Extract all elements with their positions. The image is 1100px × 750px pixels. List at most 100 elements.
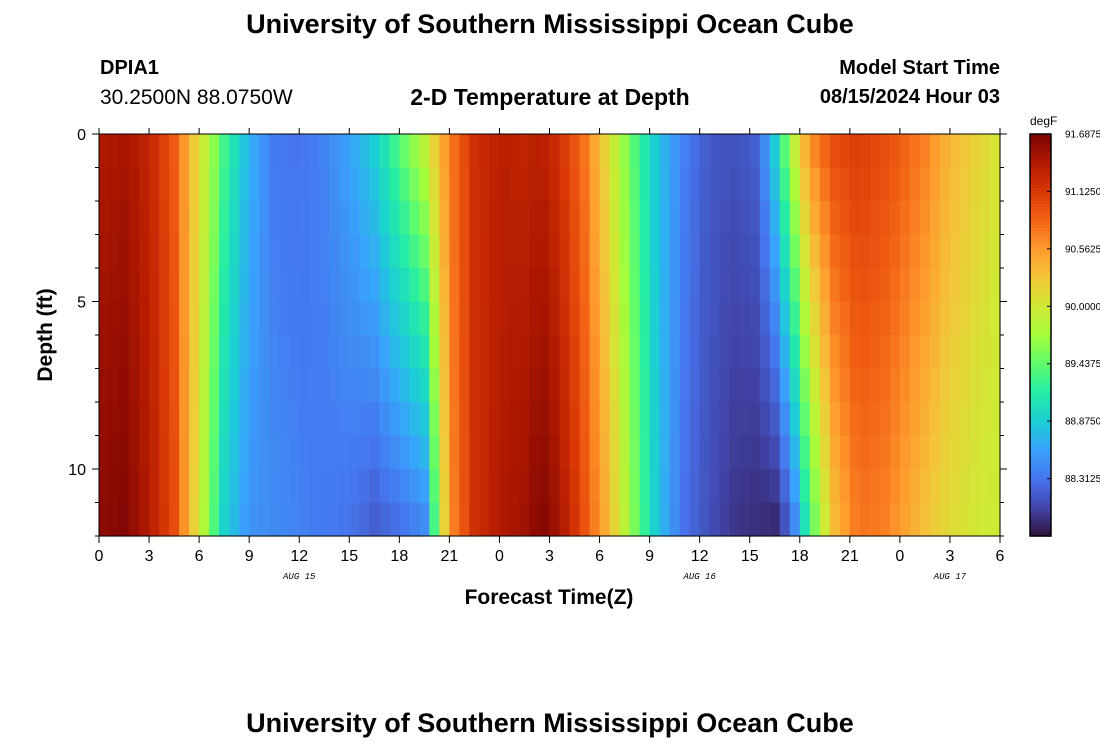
heatmap-cell xyxy=(239,335,250,370)
heatmap-cell xyxy=(789,335,801,370)
colorbar-segment xyxy=(1030,489,1051,494)
heatmap-cell xyxy=(919,402,931,437)
heatmap-cell xyxy=(749,435,761,470)
heatmap-cell xyxy=(539,201,551,236)
colorbar-segment xyxy=(1030,509,1051,514)
colorbar-segment xyxy=(1030,328,1051,333)
heatmap-cell xyxy=(939,402,951,437)
heatmap-cell xyxy=(759,435,771,470)
heatmap-cell xyxy=(519,402,531,437)
heatmap-cell xyxy=(939,469,951,504)
heatmap-cell xyxy=(479,201,491,236)
heatmap-cell xyxy=(959,368,971,403)
heatmap-cell xyxy=(259,335,270,370)
heatmap-cell xyxy=(969,201,981,236)
heatmap-cell xyxy=(639,368,651,403)
colorbar-segment xyxy=(1030,502,1051,507)
heatmap-cell xyxy=(349,368,360,403)
colorbar-segment xyxy=(1030,368,1051,373)
heatmap-cell xyxy=(809,368,821,403)
heatmap-cell xyxy=(409,201,420,236)
heatmap-cell xyxy=(909,201,921,236)
heatmap-cell xyxy=(129,402,140,437)
heatmap-cell xyxy=(839,134,851,169)
heatmap-cell xyxy=(649,368,661,403)
heatmap-cell xyxy=(479,435,491,470)
heatmap-cell xyxy=(749,167,761,202)
heatmap-cell xyxy=(349,268,360,303)
heatmap-cell xyxy=(559,268,571,303)
colorbar-segment xyxy=(1030,455,1051,460)
heatmap-cell xyxy=(249,335,260,370)
heatmap-cell xyxy=(899,234,911,269)
heatmap-cell xyxy=(489,134,501,169)
heatmap-cell xyxy=(519,335,531,370)
heatmap-cell xyxy=(209,435,220,470)
heatmap-cell xyxy=(489,201,501,236)
heatmap-cell xyxy=(329,201,340,236)
heatmap-cell xyxy=(569,368,581,403)
heatmap-cell xyxy=(519,301,531,336)
y-axis-label: Depth (ft) xyxy=(34,288,57,381)
heatmap-cell xyxy=(489,167,501,202)
heatmap-cell xyxy=(839,335,851,370)
heatmap-cell xyxy=(279,502,290,537)
colorbar-segment xyxy=(1030,311,1051,316)
heatmap-cell xyxy=(809,502,821,537)
heatmap-cell xyxy=(309,234,320,269)
heatmap-cell xyxy=(869,469,881,504)
heatmap-cell xyxy=(659,502,671,537)
heatmap-cell xyxy=(129,368,140,403)
heatmap-cell xyxy=(449,268,460,303)
heatmap-cell xyxy=(659,402,671,437)
heatmap-cell xyxy=(139,167,150,202)
heatmap-cell xyxy=(899,502,911,537)
heatmap-cell xyxy=(829,167,841,202)
heatmap-cell xyxy=(189,234,200,269)
heatmap-cell xyxy=(689,435,701,470)
heatmap-cell xyxy=(539,435,551,470)
heatmap-cell xyxy=(679,234,691,269)
x-date-label: AUG 15 xyxy=(282,572,316,582)
heatmap-cell xyxy=(899,134,911,169)
heatmap-cell xyxy=(209,134,220,169)
heatmap-cell xyxy=(559,502,571,537)
heatmap-cell xyxy=(519,268,531,303)
heatmap-cell xyxy=(869,502,881,537)
heatmap-cell xyxy=(819,469,831,504)
heatmap-cell xyxy=(169,402,180,437)
x-tick-label: 18 xyxy=(390,548,408,565)
heatmap-cell xyxy=(869,268,881,303)
heatmap-cell xyxy=(229,435,240,470)
heatmap-cell xyxy=(489,268,501,303)
heatmap-cell xyxy=(989,201,1001,236)
heatmap-cell xyxy=(869,167,881,202)
heatmap-cell xyxy=(719,402,731,437)
heatmap-cell xyxy=(559,402,571,437)
heatmap-cell xyxy=(949,268,961,303)
heatmap-cell xyxy=(459,134,471,169)
heatmap-cell xyxy=(699,301,711,336)
heatmap-cell xyxy=(219,167,230,202)
heatmap-cell xyxy=(989,268,1001,303)
colorbar-segment xyxy=(1030,462,1051,467)
heatmap-cell xyxy=(309,368,320,403)
heatmap-cell xyxy=(809,167,821,202)
colorbar-segment xyxy=(1030,495,1051,500)
colorbar-segment xyxy=(1030,190,1051,195)
heatmap-cell xyxy=(879,167,891,202)
heatmap-cell xyxy=(959,502,971,537)
heatmap-cell xyxy=(139,469,150,504)
heatmap-cell xyxy=(419,402,430,437)
heatmap-cell xyxy=(699,469,711,504)
colorbar-segment xyxy=(1030,381,1051,386)
heatmap-cell xyxy=(879,201,891,236)
heatmap-cell xyxy=(119,134,130,169)
heatmap-cell xyxy=(439,301,450,336)
heatmap-cell xyxy=(599,301,611,336)
heatmap-cell xyxy=(149,368,160,403)
heatmap-cell xyxy=(959,268,971,303)
heatmap-cell xyxy=(379,201,390,236)
heatmap-cell xyxy=(319,268,330,303)
